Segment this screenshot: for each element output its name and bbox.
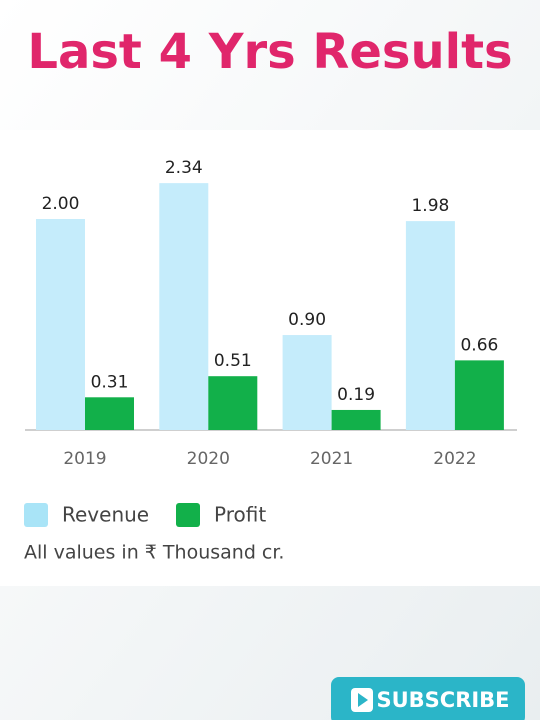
button-label[interactable]: SUBSCRIBE [376, 688, 509, 712]
legend-label: Revenue [62, 503, 149, 527]
value-label: 2.00 [42, 194, 80, 214]
legend-label: Profit [214, 503, 266, 527]
legend-swatch [24, 503, 48, 527]
x-tick-label: 2019 [63, 449, 106, 469]
note: All values in ₹ Thousand cr. [24, 542, 284, 564]
chart-title: Last 4 Yrs Results [27, 24, 512, 80]
x-tick-label: 2022 [433, 449, 476, 469]
bar [159, 183, 209, 430]
value-label: 0.19 [337, 385, 375, 405]
subscribe-button[interactable]: SUBSCRIBE [331, 677, 525, 720]
value-label: 0.31 [91, 372, 129, 392]
bar [208, 376, 258, 430]
value-label: 2.34 [165, 158, 203, 178]
bar [36, 219, 85, 430]
legend-swatch [176, 503, 200, 527]
value-label: 0.51 [214, 351, 252, 371]
bar [85, 397, 134, 430]
bar [454, 360, 504, 430]
bar [331, 409, 381, 430]
button-bg[interactable] [331, 677, 525, 720]
value-label: 0.66 [460, 335, 498, 355]
bar [405, 221, 455, 430]
value-label: 0.90 [288, 310, 326, 330]
x-tick-label: 2021 [310, 449, 353, 469]
button-play[interactable] [358, 693, 368, 707]
x-tick-label: 2020 [187, 449, 230, 469]
bar [282, 335, 332, 430]
value-label: 1.98 [411, 196, 449, 216]
